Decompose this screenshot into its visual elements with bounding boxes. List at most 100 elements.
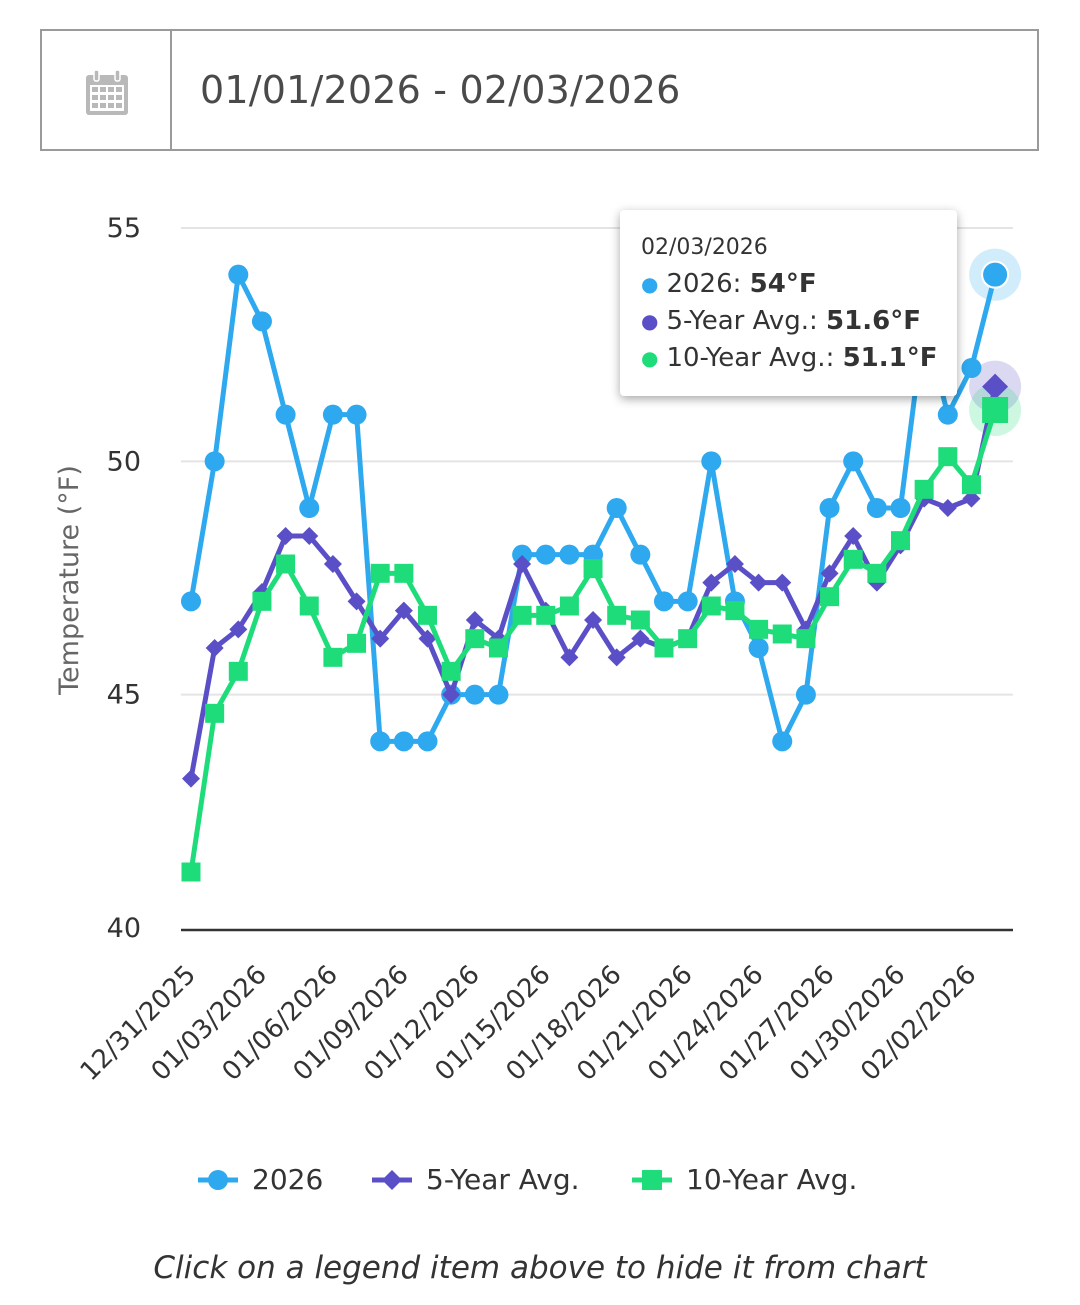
data-point bbox=[394, 601, 413, 620]
date-range-text[interactable]: 01/01/2026 - 02/03/2026 bbox=[200, 68, 681, 112]
data-point bbox=[559, 596, 579, 616]
data-point bbox=[654, 638, 674, 658]
tooltip-row-5yr: ● 5-Year Avg.: 51.6°F bbox=[641, 303, 957, 340]
tooltip-date: 02/03/2026 bbox=[641, 235, 768, 260]
y-axis-title: Temperature (°F) bbox=[54, 465, 85, 696]
tooltip-value: 51.1°F bbox=[842, 343, 938, 373]
data-point bbox=[937, 404, 958, 425]
data-point bbox=[323, 647, 343, 667]
data-point bbox=[890, 498, 911, 518]
data-point bbox=[560, 648, 579, 667]
data-point bbox=[299, 498, 320, 518]
tooltip-row-2026: ● 2026: 54°F bbox=[641, 266, 957, 303]
calendar-button[interactable] bbox=[42, 31, 172, 149]
data-point bbox=[819, 498, 840, 518]
calendar-icon bbox=[86, 69, 128, 115]
data-point bbox=[938, 499, 957, 517]
data-point bbox=[513, 555, 532, 573]
data-point bbox=[725, 555, 744, 573]
data-point bbox=[536, 605, 556, 625]
data-point bbox=[843, 549, 863, 569]
data-point bbox=[488, 684, 509, 705]
data-point bbox=[772, 624, 792, 644]
y-tick-label: 55 bbox=[107, 213, 141, 244]
data-point bbox=[725, 601, 745, 621]
data-point bbox=[773, 573, 792, 592]
series-dot-icon: ● bbox=[641, 346, 659, 370]
data-point bbox=[275, 404, 296, 425]
data-point bbox=[512, 605, 532, 625]
data-point bbox=[631, 629, 650, 648]
tooltip-row-10yr: ● 10-Year Avg.: 51.1°F bbox=[641, 340, 957, 377]
data-point bbox=[182, 769, 200, 788]
data-point bbox=[276, 554, 296, 574]
data-point bbox=[181, 591, 201, 612]
data-point bbox=[748, 638, 769, 658]
data-point bbox=[772, 731, 793, 752]
data-point bbox=[891, 531, 910, 551]
data-point bbox=[701, 596, 721, 616]
data-point bbox=[584, 611, 603, 629]
series-dot-icon: ● bbox=[641, 272, 659, 296]
data-point bbox=[418, 629, 437, 648]
data-point bbox=[654, 591, 674, 612]
data-point bbox=[844, 527, 863, 545]
data-point bbox=[981, 260, 1010, 289]
data-point bbox=[205, 639, 224, 657]
data-point bbox=[938, 447, 958, 467]
y-tick-label: 50 bbox=[107, 446, 141, 477]
legend-label: 10-Year Avg. bbox=[686, 1163, 858, 1196]
data-point bbox=[982, 397, 1009, 423]
data-point bbox=[465, 611, 484, 629]
data-point bbox=[299, 596, 319, 616]
legend-hint: Click on a legend item above to hide it … bbox=[153, 1250, 927, 1286]
tooltip-label: 2026: bbox=[666, 269, 750, 299]
data-point bbox=[418, 605, 437, 625]
data-point bbox=[346, 404, 367, 425]
tooltip-value: 54°F bbox=[749, 269, 817, 299]
data-point bbox=[181, 862, 201, 882]
data-point bbox=[228, 661, 248, 681]
data-point bbox=[630, 610, 650, 630]
data-point bbox=[442, 685, 461, 704]
legend-item-2026[interactable]: 2026 bbox=[196, 1155, 336, 1205]
data-point bbox=[276, 527, 295, 545]
data-point bbox=[678, 629, 698, 649]
data-point bbox=[229, 620, 248, 639]
tooltip-label: 10-Year Avg.: bbox=[666, 343, 843, 373]
data-point bbox=[465, 629, 485, 649]
data-point bbox=[204, 451, 225, 472]
data-point bbox=[393, 731, 414, 752]
series-dot-icon: ● bbox=[641, 309, 659, 333]
circle-marker-icon bbox=[198, 1170, 238, 1190]
data-point bbox=[961, 358, 982, 378]
data-point bbox=[583, 559, 603, 579]
y-tick-label: 45 bbox=[107, 680, 141, 711]
legend-item-10-year-avg[interactable]: 10-Year Avg. bbox=[630, 1155, 870, 1205]
legend-label: 5-Year Avg. bbox=[426, 1163, 580, 1196]
data-point bbox=[300, 527, 319, 545]
y-tick-label: 40 bbox=[107, 913, 141, 944]
legend-item-5-year-avg[interactable]: 5-Year Avg. bbox=[370, 1155, 600, 1205]
data-point bbox=[749, 573, 768, 592]
tooltip-label: 5-Year Avg.: bbox=[666, 306, 827, 336]
data-point bbox=[228, 264, 249, 285]
data-point bbox=[795, 684, 816, 705]
tooltip-value: 51.6°F bbox=[826, 306, 921, 336]
data-point bbox=[370, 731, 391, 752]
data-point bbox=[322, 404, 343, 425]
data-point bbox=[677, 591, 698, 612]
series-line-10-year-avg bbox=[188, 409, 998, 873]
data-point bbox=[820, 564, 839, 583]
data-point bbox=[252, 591, 272, 611]
data-point bbox=[371, 629, 390, 648]
data-point bbox=[488, 638, 508, 658]
data-point bbox=[749, 619, 769, 639]
data-point bbox=[982, 373, 1009, 400]
data-point bbox=[630, 544, 651, 565]
data-point bbox=[606, 498, 627, 518]
data-point bbox=[702, 573, 721, 592]
data-point bbox=[441, 661, 461, 681]
date-range-picker[interactable]: 01/01/2026 - 02/03/2026 bbox=[40, 29, 1039, 151]
